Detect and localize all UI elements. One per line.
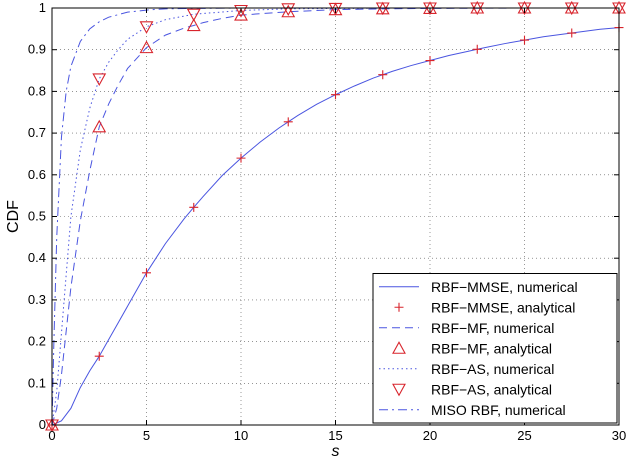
y-axis-label: CDF <box>5 200 22 233</box>
data-point <box>425 56 435 66</box>
data-point <box>520 35 529 45</box>
legend-item: MISO RBF, numerical <box>379 402 566 418</box>
legend-item: RBF−AS, numerical <box>379 361 554 377</box>
legend-label: RBF−MF, analytical <box>431 340 552 356</box>
legend-item: RBF−MF, numerical <box>379 320 554 336</box>
y-tick-label: 0.5 <box>28 209 46 224</box>
legend-marker-swatch <box>392 383 406 397</box>
y-tick-label: 0.1 <box>28 375 46 390</box>
legend: RBF−MMSE, numerical RBF−MMSE, analytical R… <box>372 273 618 424</box>
legend-label: RBF−MMSE, numerical <box>431 279 578 295</box>
y-tick-label: 1 <box>39 0 46 15</box>
x-tick-label: 0 <box>48 428 55 443</box>
y-tick-label: 0.9 <box>28 42 46 57</box>
x-tick-label: 5 <box>143 428 150 443</box>
data-point <box>186 18 201 32</box>
legend-box <box>372 273 618 424</box>
axis-ticks: 0 5 10 15 20 25 30 0 0.1 0.2 0.3 0.4 0.5 0.6 0.7 0.8 0.9… <box>28 0 626 443</box>
data-point <box>139 40 154 54</box>
data-point <box>328 2 343 16</box>
x-tick-label: 25 <box>517 428 531 443</box>
data-point <box>94 351 104 361</box>
data-point <box>236 153 246 163</box>
y-tick-label: 0.4 <box>28 250 46 265</box>
x-axis-label: s <box>332 443 340 460</box>
legend-label: MISO RBF, numerical <box>431 402 566 418</box>
data-point <box>234 4 248 18</box>
legend-marker-swatch <box>394 302 404 312</box>
legend-item: RBF−AS, analytical <box>392 381 552 397</box>
x-tick-label: 30 <box>612 428 626 443</box>
data-point <box>331 90 340 100</box>
data-point <box>92 73 107 87</box>
data-point <box>234 7 248 21</box>
legend-label: RBF−AS, numerical <box>431 361 554 377</box>
series-line-2 <box>51 7 619 426</box>
legend-item: RBF−MMSE, numerical <box>379 279 578 295</box>
x-tick-label: 20 <box>423 428 437 443</box>
y-tick-label: 0.8 <box>28 83 46 98</box>
legend-label: RBF−MMSE, analytical <box>431 299 575 315</box>
data-point <box>378 70 388 80</box>
legend-marker-swatch <box>392 341 406 354</box>
data-point <box>139 21 154 34</box>
y-tick-label: 0.6 <box>28 167 46 182</box>
data-point <box>142 268 151 278</box>
legend-label: RBF−AS, analytical <box>431 381 552 397</box>
series-line-0 <box>51 27 620 426</box>
data-point <box>186 8 201 22</box>
data-point <box>281 4 296 18</box>
x-tick-label: 10 <box>234 428 248 443</box>
data-point <box>281 3 296 16</box>
data-point <box>472 44 482 54</box>
x-tick-label: 15 <box>328 428 342 443</box>
data-point <box>189 202 199 212</box>
data-point <box>567 28 577 38</box>
y-tick-label: 0.7 <box>28 125 46 140</box>
y-tick-label: 0 <box>39 417 46 432</box>
legend-item: RBF−MF, analytical <box>392 340 552 356</box>
y-tick-label: 0.3 <box>28 292 46 307</box>
legend-item: RBF−MMSE, analytical <box>394 299 575 315</box>
legend-label: RBF−MF, numerical <box>431 320 554 336</box>
data-point <box>92 119 107 133</box>
data-point <box>283 117 293 127</box>
y-tick-label: 0.2 <box>28 334 46 349</box>
